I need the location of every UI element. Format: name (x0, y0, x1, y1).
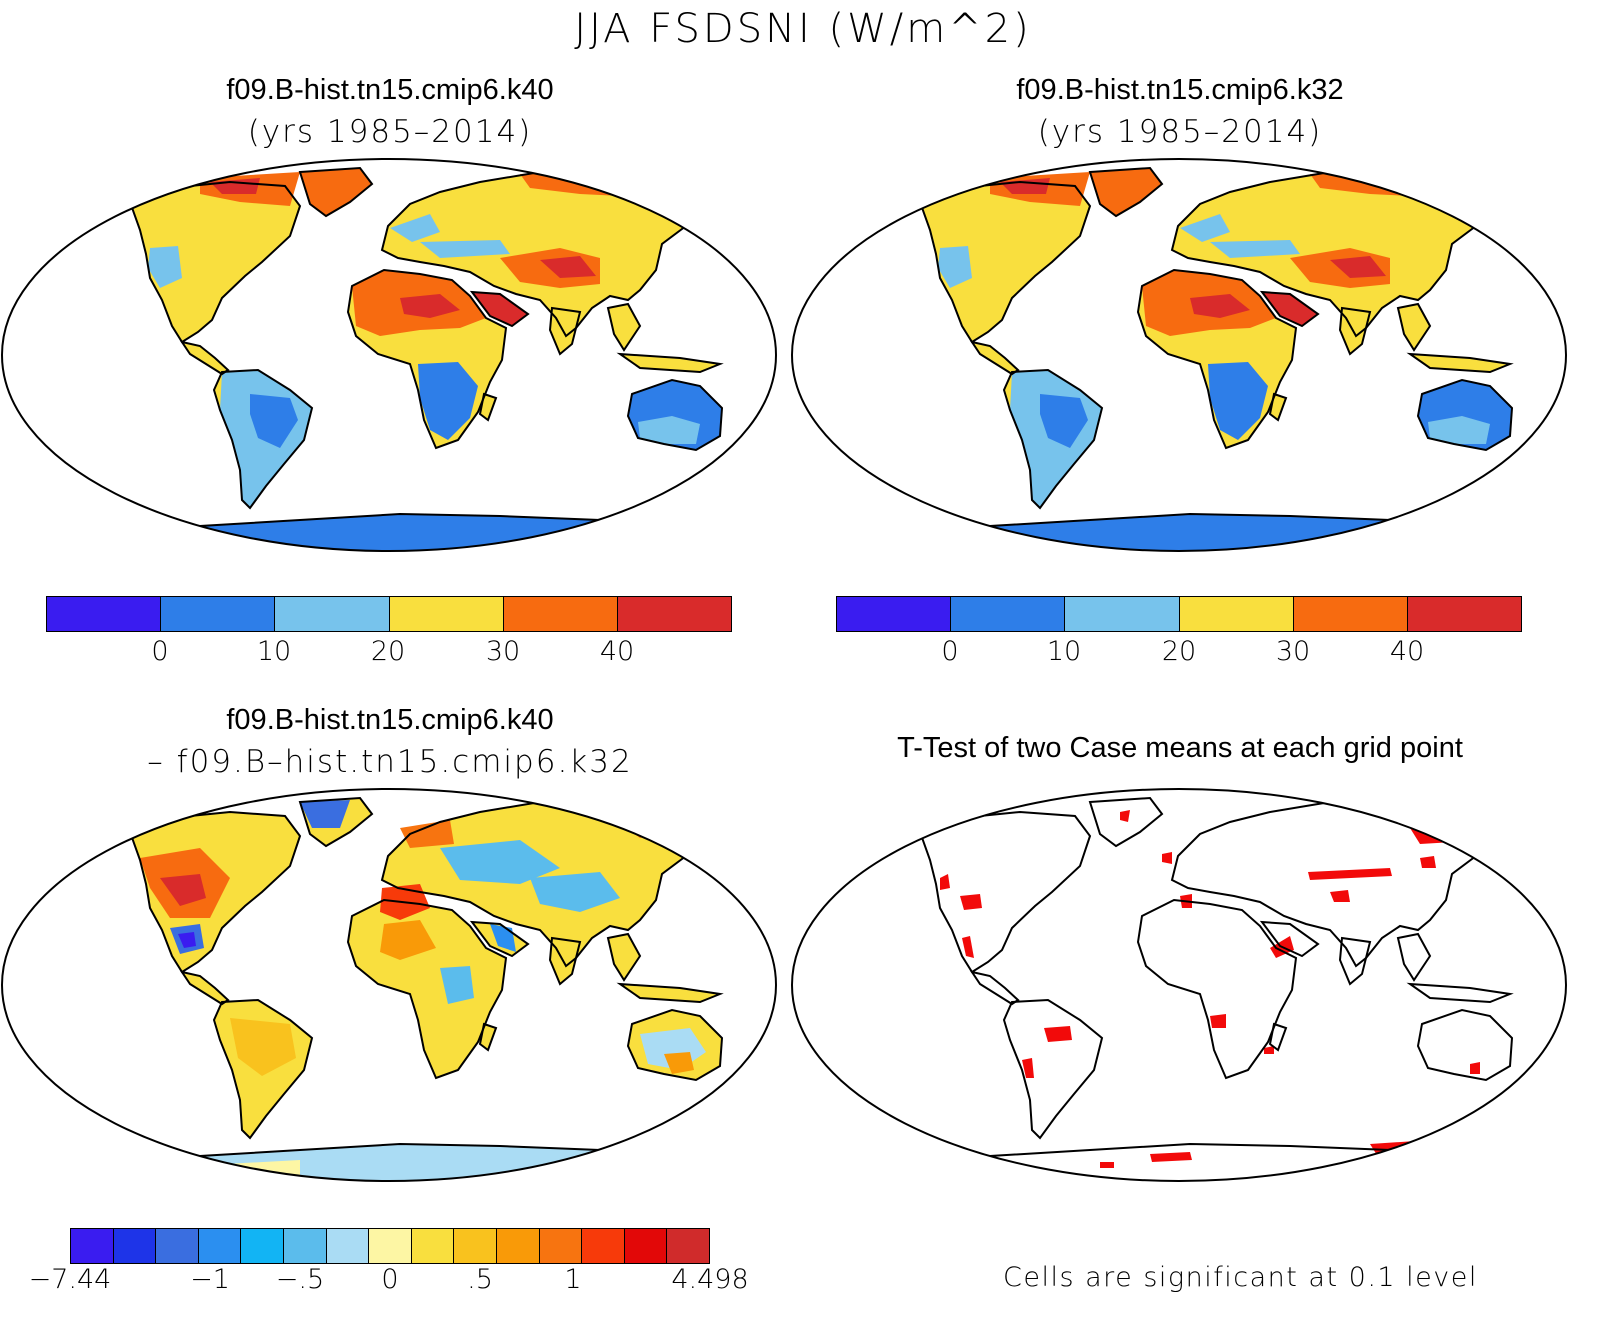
colorbar-tick: 10 (256, 636, 292, 667)
colorbar-tick: 0 (381, 1264, 399, 1295)
colorbar-difference (70, 1228, 710, 1264)
map-difference (1, 788, 777, 1182)
colorbar-box (951, 597, 1066, 631)
colorbar-tick: 20 (1161, 636, 1197, 667)
panel-subtitle-diff: – f09.B–hist.tn15.cmip6.k32 (147, 744, 633, 780)
colorbar-tick: 30 (1275, 636, 1311, 667)
colorbar-box (411, 1229, 455, 1263)
colorbar-box (241, 1229, 284, 1263)
colorbar-box (326, 1229, 370, 1263)
colorbar-box (539, 1229, 583, 1263)
panel-title-diff: f09.B-hist.tn15.cmip6.k40 (226, 704, 554, 736)
colorbar-box (1293, 597, 1408, 631)
map-ttest (791, 788, 1567, 1182)
colorbar-tick: 0 (151, 636, 169, 667)
colorbar-tick: 10 (1046, 636, 1082, 667)
figure-title: JJA FSDSNI (W/m^2) (574, 6, 1032, 52)
colorbar-box (71, 1229, 114, 1263)
colorbar-tick: 1 (564, 1264, 582, 1295)
colorbar-box (1407, 597, 1522, 631)
panel-title-ttest: T-Test of two Case means at each grid po… (897, 732, 1463, 764)
colorbar-box (283, 1229, 327, 1263)
colorbar-tick: 4.498 (671, 1264, 749, 1295)
colorbar-tick: 40 (599, 636, 635, 667)
panel-subtitle-k32: (yrs 1985–2014) (1037, 114, 1323, 150)
colorbar-box (837, 597, 952, 631)
colorbar-box (389, 597, 504, 631)
colorbar-tick: 20 (370, 636, 406, 667)
colorbar-tick: 40 (1389, 636, 1425, 667)
colorbar-box (47, 597, 162, 631)
colorbar-box (198, 1229, 242, 1263)
map-k32 (791, 158, 1567, 552)
colorbar-k40 (46, 596, 732, 632)
colorbar-k32 (836, 596, 1522, 632)
colorbar-box (503, 597, 618, 631)
colorbar-box (156, 1229, 199, 1263)
significance-note: Cells are significant at 0.1 level (1003, 1262, 1478, 1293)
colorbar-box (161, 597, 276, 631)
colorbar-box (113, 1229, 157, 1263)
colorbar-tick: 0 (941, 636, 959, 667)
colorbar-box (454, 1229, 497, 1263)
colorbar-tick: −1 (190, 1264, 230, 1295)
panel-subtitle-k40: (yrs 1985–2014) (247, 114, 533, 150)
colorbar-tick: 30 (485, 636, 521, 667)
colorbar-box (582, 1229, 625, 1263)
map-k40 (1, 158, 777, 552)
colorbar-box (369, 1229, 412, 1263)
colorbar-box (275, 597, 390, 631)
colorbar-box (617, 597, 732, 631)
colorbar-tick: −7.44 (28, 1264, 112, 1295)
colorbar-box (496, 1229, 540, 1263)
colorbar-box (667, 1229, 709, 1263)
colorbar-box (624, 1229, 668, 1263)
colorbar-tick: −.5 (275, 1264, 325, 1295)
colorbar-box (1179, 597, 1294, 631)
panel-title-k40: f09.B-hist.tn15.cmip6.k40 (226, 74, 554, 106)
colorbar-box (1065, 597, 1180, 631)
panel-title-k32: f09.B-hist.tn15.cmip6.k32 (1016, 74, 1344, 106)
colorbar-tick: .5 (467, 1264, 493, 1295)
